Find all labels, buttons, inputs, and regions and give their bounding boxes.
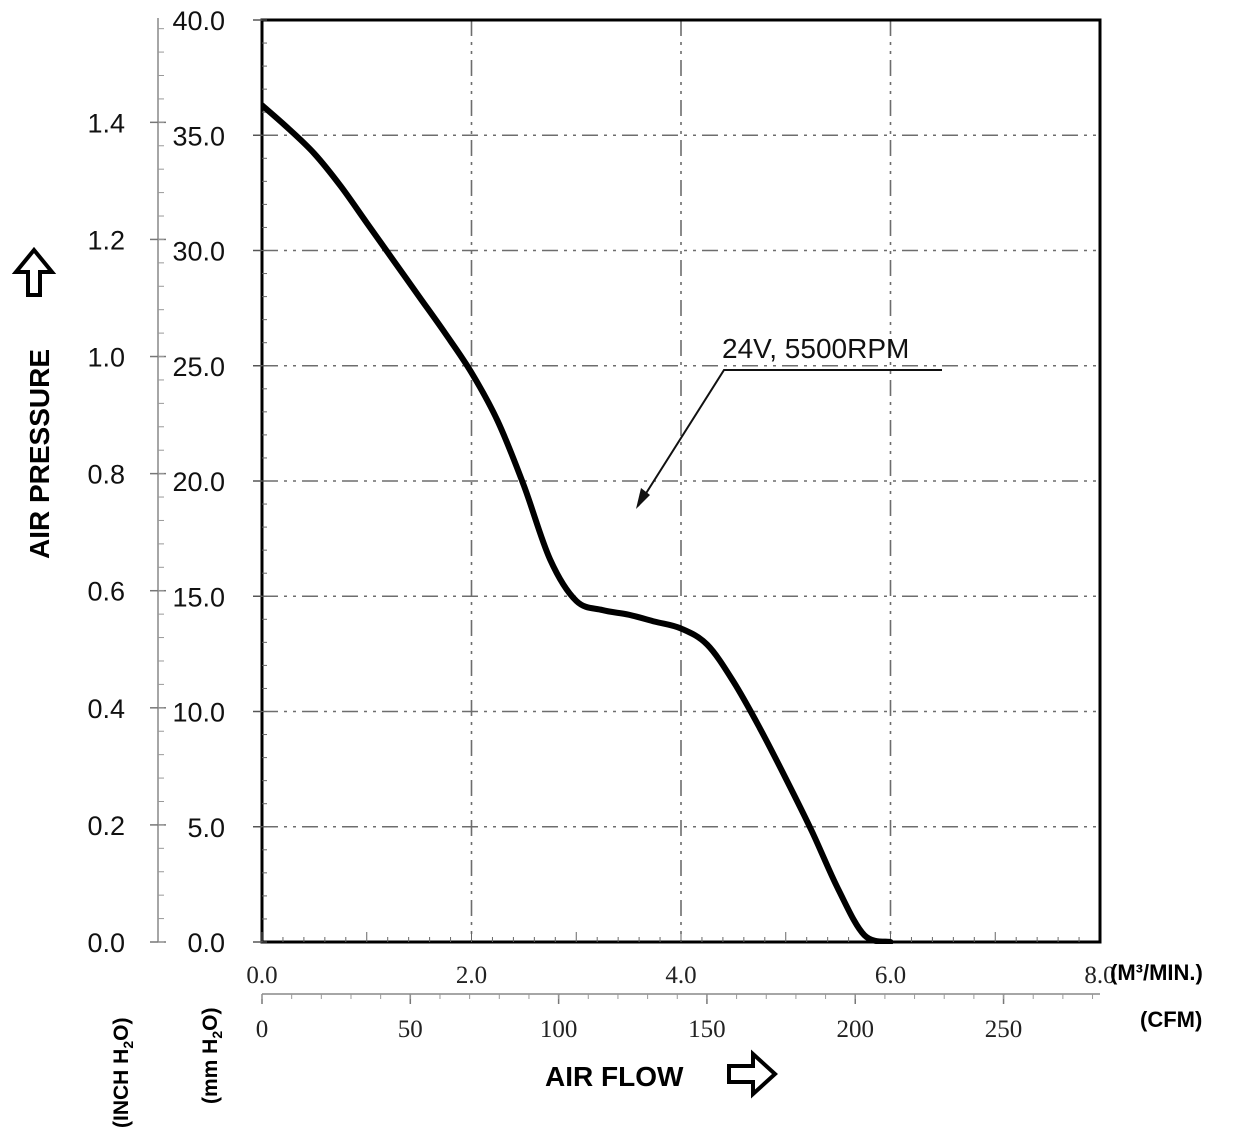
cfm-tick-label: 200: [836, 1016, 874, 1043]
mmh2o-tick-label: 0.0: [187, 928, 225, 958]
inch-tick-label: 0.2: [87, 811, 125, 841]
m3min-tick-label: 0.0: [246, 962, 277, 989]
cfm-tick-label: 150: [688, 1016, 726, 1043]
inch-tick-label: 0.0: [87, 928, 125, 958]
cfm-tick-label: 250: [985, 1016, 1023, 1043]
inch-tick-label: 0.8: [87, 460, 125, 490]
cfm-tick-labels: 0 50 100 150 200 250: [256, 994, 1094, 1043]
cfm-unit: (CFM): [1140, 1007, 1202, 1032]
m3min-tick-label: 2.0: [456, 962, 487, 989]
m3min-unit: (M³/MIN.): [1110, 960, 1203, 985]
inch-tick-label: 0.4: [87, 694, 125, 724]
mmh2o-tick-label: 30.0: [172, 237, 225, 267]
inch-tick-label: 0.6: [87, 577, 125, 607]
up-arrow-icon: [11, 246, 57, 297]
cfm-tick-label: 50: [398, 1016, 423, 1043]
cfm-tick-label: 0: [256, 1016, 269, 1043]
m3min-tick-label: 6.0: [875, 962, 906, 989]
annotation-arrowhead-icon: [636, 488, 650, 509]
mmh2o-tick-label: 40.0: [172, 6, 225, 36]
inch-h2o-unit: (INCH H2O): [110, 1018, 136, 1128]
y-axis-label: AIR PRESSURE: [24, 349, 55, 559]
mm-h2o-unit: (mm H2O): [199, 1008, 225, 1104]
mmh2o-tick-label: 5.0: [187, 813, 225, 843]
mmh2o-tick-label: 10.0: [172, 698, 225, 728]
mmh2o-tick-label: 35.0: [172, 121, 225, 151]
grid: [262, 20, 1100, 942]
m3min-tick-label: 8.0: [1084, 962, 1115, 989]
inch-tick-label: 1.0: [87, 343, 125, 373]
x-axis-label: AIR FLOW: [545, 1061, 684, 1092]
m3min-tick-label: 4.0: [665, 962, 696, 989]
performance-curve: [262, 102, 894, 944]
cfm-tick-label: 100: [540, 1016, 578, 1043]
curve-annotation: 24V, 5500RPM: [722, 333, 909, 364]
inch-tick-labels: 0.0 0.2 0.4 0.6 0.8 1.0 1.2 1.4: [87, 28, 166, 958]
mmh2o-tick-label: 15.0: [172, 582, 225, 612]
mmh2o-tick-label: 25.0: [172, 352, 225, 382]
inch-tick-label: 1.2: [87, 225, 125, 255]
inch-tick-label: 1.4: [87, 108, 125, 138]
right-arrow-icon: [727, 1049, 778, 1099]
mmh2o-tick-labels: 0.0 5.0 10.0 15.0 20.0 25.0 30.0 35.0 40.0: [172, 6, 267, 958]
mmh2o-tick-label: 20.0: [172, 467, 225, 497]
annotation-leader-line: [637, 369, 942, 507]
